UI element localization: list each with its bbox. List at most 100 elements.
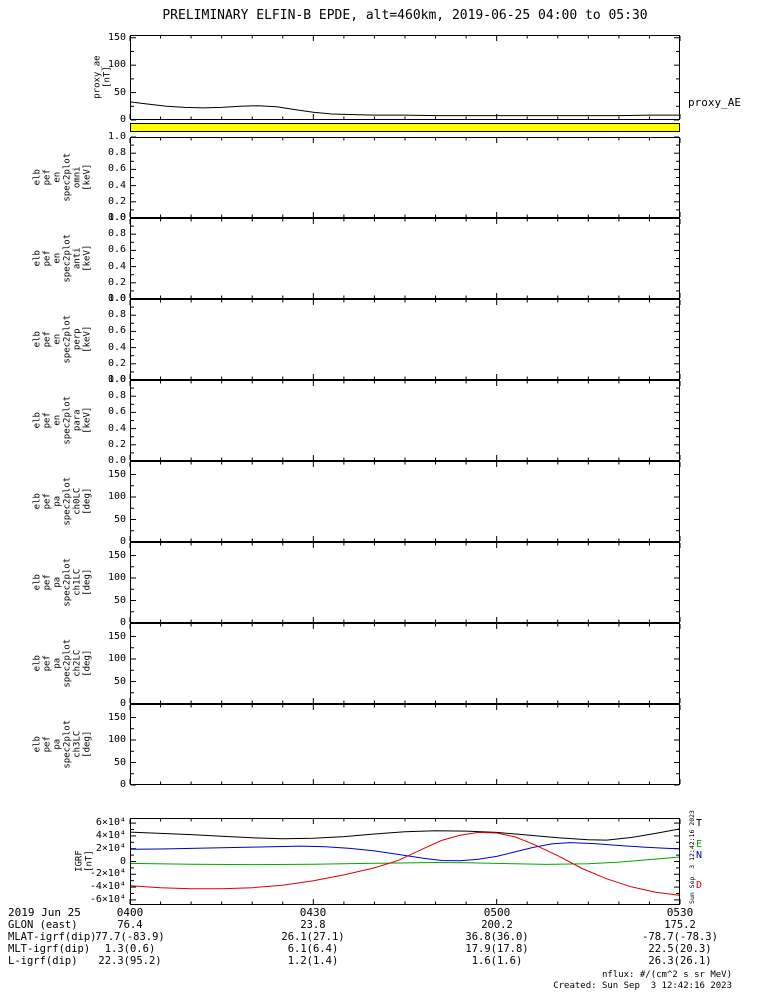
y-tick-label: 2×10⁴ [95, 842, 126, 854]
series-label-N: N [696, 849, 703, 861]
y-axis-label-proxy_ae: proxy_ae [nT] [91, 55, 112, 100]
y-axis-label-elb_pef_en_spec2plot_anti: elb pef en spec2plot anti [keV] [31, 234, 93, 283]
y-tick-label: 0.2 [107, 195, 126, 207]
y-ticks [131, 636, 679, 705]
x-ticks [129, 219, 681, 298]
lshell-value-1: 1.2(1.4) [287, 955, 339, 967]
panel-elb_pef_pa_spec2plot_ch1LC [129, 542, 681, 624]
x-ticks [129, 705, 681, 784]
x-tick-label-3: 0530 [666, 906, 694, 919]
strip-fill [130, 123, 680, 132]
panel-frame [130, 137, 680, 218]
x-ticks [129, 138, 681, 217]
y-tick-label: 1.0 [107, 131, 126, 142]
mlat-row-label: MLAT-igrf(dip) [8, 931, 97, 943]
y-ticks [131, 379, 679, 462]
mlat-value-1: 26.1(27.1) [281, 931, 345, 943]
panel-elb_pef_en_spec2plot_para [129, 379, 681, 462]
y-tick-label: 0.8 [107, 390, 126, 402]
series-N [129, 842, 681, 862]
glon-value-0: 76.4 [117, 919, 143, 931]
y-tick-label: 0.6 [107, 406, 126, 418]
panel-frame [130, 218, 680, 299]
y-ticks [131, 136, 679, 219]
series-label-T: T [696, 818, 703, 830]
x-ticks [129, 300, 681, 379]
glon-value-1: 23.8 [300, 919, 326, 931]
mlat-value-0: 77.7(-83.9) [95, 931, 165, 943]
y-tick-label: 100 [107, 59, 126, 71]
mlt-value-2: 17.9(17.8) [465, 943, 529, 955]
y-tick-label: -4×10⁴ [89, 881, 126, 893]
y-tick-label: 150 [107, 711, 126, 723]
panel-elb_pef_en_spec2plot_omni [129, 136, 681, 219]
panel-epd_fast_bar [130, 123, 680, 132]
nflux-units-note: nflux: #/(cm^2 s sr MeV) [601, 970, 732, 980]
y-axis-label-elb_pef_en_spec2plot_omni: elb pef en spec2plot omni [keV] [31, 153, 93, 202]
y-tick-label: 50 [113, 86, 126, 98]
y-tick-label: 150 [107, 630, 126, 642]
panel-elb_pef_en_spec2plot_perp [129, 298, 681, 381]
y-tick-label: 0.4 [107, 260, 126, 272]
glon-value-3: 175.2 [664, 919, 696, 931]
y-ticks [131, 555, 679, 624]
x-ticks [129, 543, 681, 622]
y-axis-label-elb_pef_pa_spec2plot_ch2LC: elb pef pa spec2plot ch2LC [deg] [31, 639, 93, 688]
y-axis-label-elb_pef_pa_spec2plot_ch1LC: elb pef pa spec2plot ch1LC [deg] [31, 558, 93, 607]
y-tick-label: 1.0 [107, 212, 126, 223]
y-tick-label: -2×10⁴ [89, 868, 126, 880]
y-tick-label: 0.2 [107, 276, 126, 288]
y-ticks [131, 822, 679, 901]
y-tick-label: 1.0 [107, 293, 126, 304]
mlt-value-0: 1.3(0.6) [104, 943, 156, 955]
y-ticks [131, 217, 679, 300]
y-tick-label: 100 [107, 491, 126, 502]
glon-row-label: GLON (east) [8, 919, 78, 931]
y-tick-label: 0 [119, 114, 126, 125]
glon-value-2: 200.2 [481, 919, 513, 931]
y-tick-label: 0.8 [107, 228, 126, 240]
series-E [129, 856, 681, 866]
panel-elb_pef_en_spec2plot_anti [129, 217, 681, 300]
y-ticks [131, 298, 679, 381]
x-ticks [129, 624, 681, 703]
panel-frame [130, 818, 680, 905]
x-tick-label-0: 0400 [116, 906, 144, 919]
y-tick-label: 50 [113, 513, 126, 525]
mlt-row-label: MLT-igrf(dip) [8, 943, 91, 955]
panel-elb_pef_pa_spec2plot_ch2LC [129, 623, 681, 705]
panel-frame [130, 542, 680, 623]
y-tick-label: 150 [107, 468, 126, 480]
y-tick-label: 0.8 [107, 147, 126, 159]
x-ticks [129, 36, 681, 119]
y-axis-label-elb_pef_en_spec2plot_perp: elb pef en spec2plot perp [keV] [31, 315, 93, 364]
y-tick-label: 50 [113, 756, 126, 768]
created-timestamp: Created: Sun Sep 3 12:42:16 2023 [553, 981, 732, 991]
series-label-E: E [696, 839, 703, 851]
side-timestamp: Sun Sep 3 12:42:16 2023 [688, 810, 696, 904]
series-T [129, 828, 681, 841]
lshell-value-2: 1.6(1.6) [471, 955, 523, 967]
x-ticks [129, 462, 681, 541]
x-tick-label-1: 0430 [299, 906, 327, 919]
y-tick-label: 6×10⁴ [95, 817, 126, 829]
y-tick-label: 0.6 [107, 244, 126, 256]
y-tick-label: 50 [113, 594, 126, 606]
mlat-value-3: -78.7(-78.3) [642, 931, 718, 943]
y-ticks [131, 474, 679, 543]
y-tick-label: 0 [119, 698, 126, 709]
y-ticks [131, 37, 679, 121]
y-tick-label: 1.0 [107, 374, 126, 385]
series-D [129, 831, 681, 896]
y-tick-label: 0 [119, 536, 126, 547]
panel-frame [130, 380, 680, 461]
x-tick-label-2: 0500 [483, 906, 511, 919]
date-label: 2019 Jun 25 [8, 906, 81, 919]
panel-elb_pef_pa_spec2plot_ch3LC [129, 704, 681, 786]
panel-frame [130, 35, 680, 120]
y-axis-label-igrf: IGRF [nT] [73, 850, 94, 873]
y-tick-label: 100 [107, 572, 126, 583]
y-tick-label: 4×10⁴ [95, 829, 126, 841]
y-tick-label: 0.8 [107, 309, 126, 321]
